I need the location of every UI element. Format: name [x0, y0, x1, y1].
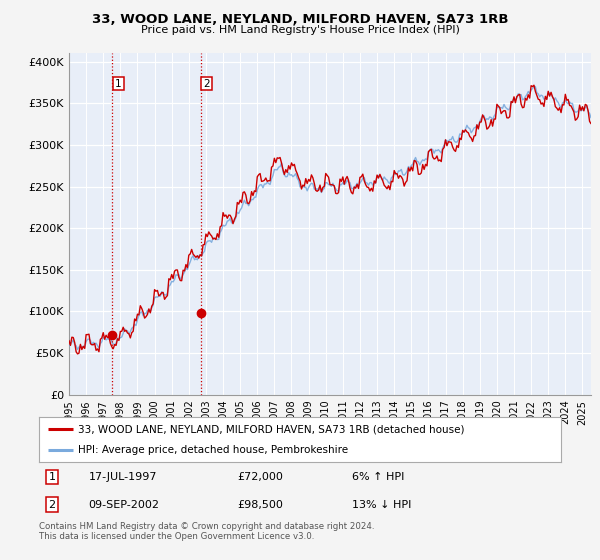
Text: 2: 2 [203, 78, 210, 88]
Text: 17-JUL-1997: 17-JUL-1997 [89, 472, 157, 482]
Text: Price paid vs. HM Land Registry's House Price Index (HPI): Price paid vs. HM Land Registry's House … [140, 25, 460, 35]
Text: 2: 2 [49, 500, 56, 510]
Text: 1: 1 [49, 472, 56, 482]
Text: £98,500: £98,500 [238, 500, 283, 510]
Text: Contains HM Land Registry data © Crown copyright and database right 2024.
This d: Contains HM Land Registry data © Crown c… [39, 522, 374, 542]
Text: 33, WOOD LANE, NEYLAND, MILFORD HAVEN, SA73 1RB: 33, WOOD LANE, NEYLAND, MILFORD HAVEN, S… [92, 13, 508, 26]
Text: 6% ↑ HPI: 6% ↑ HPI [352, 472, 404, 482]
Text: 33, WOOD LANE, NEYLAND, MILFORD HAVEN, SA73 1RB (detached house): 33, WOOD LANE, NEYLAND, MILFORD HAVEN, S… [78, 424, 464, 435]
Text: 09-SEP-2002: 09-SEP-2002 [89, 500, 160, 510]
Text: HPI: Average price, detached house, Pembrokeshire: HPI: Average price, detached house, Pemb… [78, 445, 348, 455]
Text: £72,000: £72,000 [238, 472, 283, 482]
Text: 13% ↓ HPI: 13% ↓ HPI [352, 500, 412, 510]
Text: 1: 1 [115, 78, 122, 88]
